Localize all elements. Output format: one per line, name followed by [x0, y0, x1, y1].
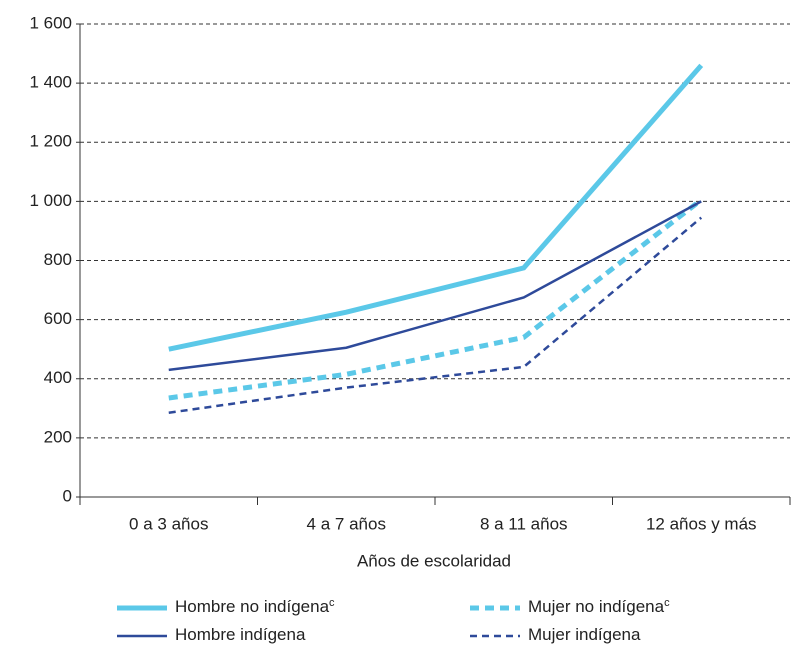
x-tick-label: 12 años y más — [646, 514, 757, 533]
y-tick-label: 400 — [44, 368, 72, 387]
legend-label: Hombre indígena — [175, 625, 306, 644]
line-series — [168, 216, 703, 414]
line-series — [168, 197, 703, 401]
legend-name: Mujer indígena — [528, 625, 641, 644]
y-tick-label: 0 — [63, 486, 72, 505]
legend-name: Hombre indígena — [175, 625, 306, 644]
y-tick-label: 600 — [44, 309, 72, 328]
line-series — [168, 63, 704, 352]
legend-name: Hombre no indígena — [175, 597, 330, 616]
legend-label: Hombre no indígenac — [175, 597, 335, 617]
x-tick-label: 0 a 3 años — [129, 514, 208, 533]
y-tick-label: 1 600 — [29, 13, 72, 32]
y-tick-label: 1 400 — [29, 73, 72, 92]
line-series — [168, 200, 702, 372]
y-tick-label: 1 000 — [29, 191, 72, 210]
y-tick-label: 800 — [44, 250, 72, 269]
legend-label: Mujer indígena — [528, 625, 641, 644]
legend-label: Mujer no indígenac — [528, 597, 670, 617]
x-tick-label: 8 a 11 años — [480, 514, 568, 533]
legend-note: c — [329, 597, 335, 609]
x-tick-label: 4 a 7 años — [307, 514, 386, 533]
x-axis-label: Años de escolaridad — [357, 551, 511, 570]
legend-note: c — [664, 597, 670, 609]
legend-name: Mujer no indígena — [528, 597, 665, 616]
y-tick-label: 200 — [44, 427, 72, 446]
y-tick-label: 1 200 — [29, 132, 72, 151]
